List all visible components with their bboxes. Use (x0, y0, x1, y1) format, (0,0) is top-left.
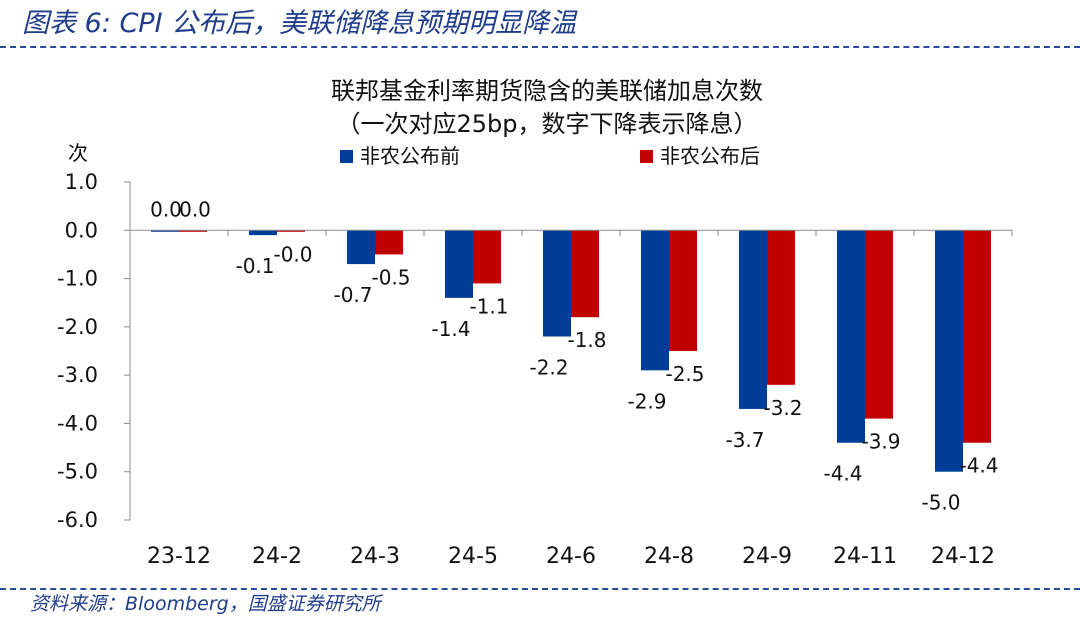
y-tick-label: 1.0 (65, 170, 98, 194)
data-label-after-24-6: -1.8 (567, 328, 606, 352)
data-label-after-24-2: -0.0 (273, 243, 312, 267)
bar-after-24-2 (277, 230, 305, 232)
bar-after-24-8 (669, 230, 697, 351)
x-tick-label: 24-2 (252, 544, 302, 569)
x-tick-label: 24-8 (644, 544, 694, 569)
data-label-before-24-12: -5.0 (921, 491, 960, 515)
bar-after-24-11 (865, 230, 893, 419)
bar-before-24-11 (837, 230, 865, 443)
data-label-before-24-3: -0.7 (333, 283, 372, 307)
x-tick-label: 24-3 (350, 544, 400, 569)
top-divider (0, 46, 1080, 48)
y-axis-unit-label: 次 (68, 141, 88, 165)
bar-before-24-12 (935, 230, 963, 472)
bar-after-24-3 (375, 230, 403, 255)
bar-before-24-8 (641, 230, 669, 371)
x-tick-label: 24-11 (833, 544, 897, 569)
bar-before-24-5 (445, 230, 473, 298)
x-tick-label: 24-5 (448, 544, 498, 569)
data-label-before-24-11: -4.4 (823, 462, 862, 486)
x-tick-label: 24-9 (742, 544, 792, 569)
data-label-before-24-6: -2.2 (529, 356, 568, 380)
data-label-after-24-11: -3.9 (861, 430, 900, 454)
y-tick-label: -2.0 (57, 315, 98, 339)
bar-before-24-6 (543, 230, 571, 337)
bar-after-24-9 (767, 230, 795, 385)
x-tick-label: 24-6 (546, 544, 596, 569)
bar-after-23-12 (179, 230, 207, 232)
legend-swatch-1 (340, 150, 353, 163)
bar-after-24-6 (571, 230, 599, 318)
legend-swatch-2 (640, 150, 653, 163)
source-note: 资料来源：Bloomberg，国盛证券研究所 (30, 593, 381, 615)
data-label-after-24-5: -1.1 (469, 294, 508, 318)
y-tick-label: -3.0 (57, 363, 98, 387)
data-label-before-23-12: 0.0 (150, 197, 182, 221)
chart-title: 联邦基金利率期货隐含的美联储加息次数 (331, 77, 763, 105)
x-tick-label: 23-12 (147, 544, 211, 569)
y-tick-label: -1.0 (57, 267, 98, 291)
bar-after-24-12 (963, 230, 991, 443)
y-tick-label: 0.0 (65, 218, 98, 242)
data-label-before-24-5: -1.4 (431, 317, 470, 341)
legend: 非农公布前 非农公布后 (340, 144, 760, 168)
bar-before-24-3 (347, 230, 375, 265)
data-label-after-24-9: -3.2 (763, 396, 802, 420)
data-label-after-24-12: -4.4 (959, 454, 998, 478)
legend-label-2: 非农公布后 (660, 144, 760, 168)
bottom-divider (0, 588, 1080, 590)
bar-before-24-2 (249, 230, 277, 236)
y-tick-label: -6.0 (57, 508, 98, 532)
chart-subtitle: （一次对应25bp，数字下降表示降息） (336, 110, 757, 138)
plot-area: 1.00.0-1.0-2.0-3.0-4.0-5.0-6.00.00.023-1… (57, 170, 1013, 569)
bar-after-24-5 (473, 230, 501, 284)
data-label-after-24-3: -0.5 (371, 265, 410, 289)
legend-label-1: 非农公布前 (360, 144, 460, 168)
data-label-before-24-8: -2.9 (627, 389, 666, 413)
data-label-before-24-2: -0.1 (235, 254, 274, 278)
x-tick-label: 24-12 (931, 544, 995, 569)
data-label-after-23-12: 0.0 (179, 197, 211, 221)
figure-title: 图表 6: CPI 公布后，美联储降息预期明显降温 (22, 8, 577, 39)
bar-before-24-9 (739, 230, 767, 409)
bar-before-23-12 (151, 230, 179, 232)
data-label-after-24-8: -2.5 (665, 362, 704, 386)
y-tick-label: -5.0 (57, 460, 98, 484)
y-tick-label: -4.0 (57, 411, 98, 435)
data-label-before-24-9: -3.7 (725, 428, 764, 452)
